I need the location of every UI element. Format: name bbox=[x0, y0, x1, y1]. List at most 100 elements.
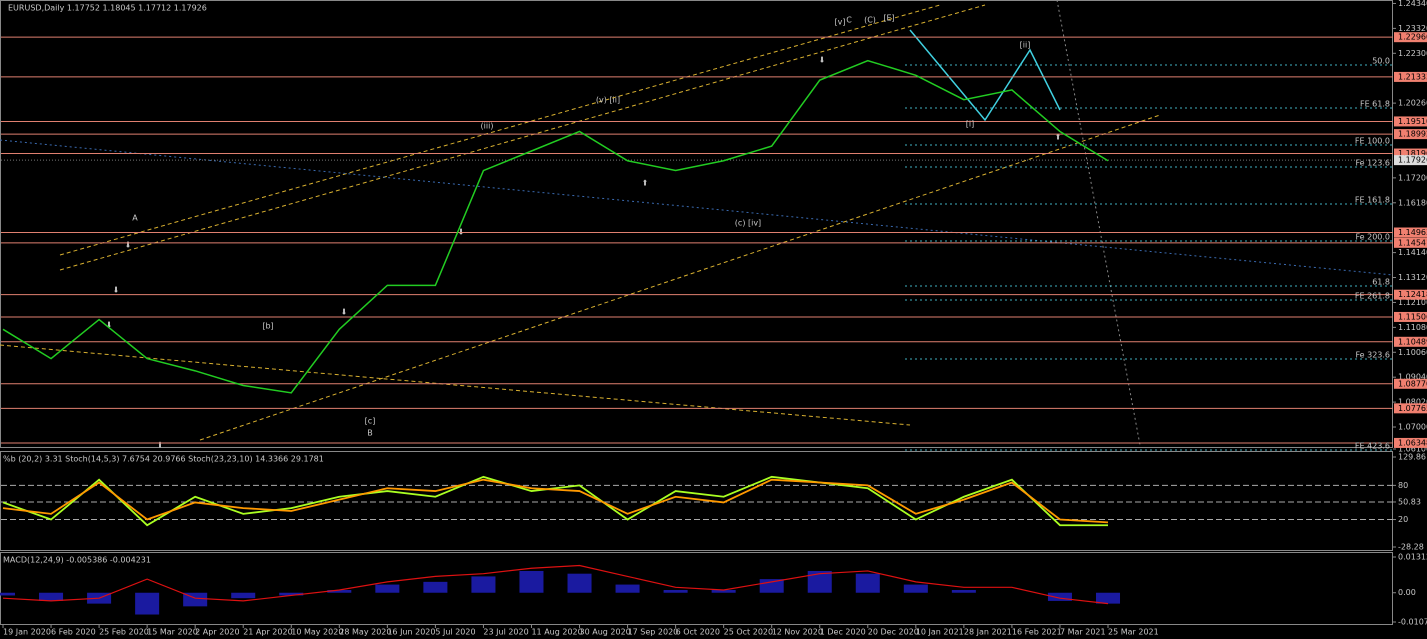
x-tick-label: 16 Jun 2020 bbox=[387, 628, 435, 637]
sell-arrow: ⬇ bbox=[106, 321, 113, 330]
macd-bar bbox=[1047, 592, 1072, 601]
fib-label: Fe 200.0 bbox=[1355, 233, 1390, 242]
level-tag bbox=[1394, 403, 1427, 414]
level-label: 1.14963 bbox=[1398, 228, 1427, 237]
x-tick-label: 20 Dec 2020 bbox=[868, 628, 919, 637]
wave-label: (v) [ii] bbox=[596, 96, 620, 105]
level-label: 1.10489 bbox=[1398, 337, 1427, 346]
macd-bar bbox=[39, 592, 64, 601]
buy-arrow: ⬆ bbox=[642, 179, 649, 188]
y-tick-label: 1.08020 bbox=[1398, 398, 1427, 407]
fib-label: FE 61.8 bbox=[1360, 100, 1390, 109]
level-label: 1.21333 bbox=[1398, 72, 1427, 81]
x-tick-label: 25 Oct 2020 bbox=[724, 628, 773, 637]
x-tick-label: 6 Oct 2020 bbox=[676, 628, 720, 637]
y-tick-label: 1.22300 bbox=[1398, 49, 1427, 58]
stoch-header: %b (20,2) 3.31 Stoch(14,5,3) 7.6754 20.9… bbox=[3, 455, 324, 464]
macd-bar bbox=[0, 592, 16, 596]
y-tick-label: -0.010749 bbox=[1398, 618, 1427, 627]
macd-signal bbox=[2, 564, 1109, 605]
y-tick-label: 1.23320 bbox=[1398, 24, 1427, 33]
wave-label: [E] bbox=[883, 14, 894, 23]
macd-bar bbox=[1095, 592, 1121, 604]
fib-label: Fe 323.6 bbox=[1355, 351, 1390, 360]
macd-bar bbox=[615, 584, 640, 593]
macd-bar bbox=[423, 581, 448, 593]
level-tag bbox=[1394, 336, 1427, 347]
macd-bar bbox=[519, 570, 544, 593]
channel-line bbox=[59, 4, 986, 271]
y-tick-label: 50.83 bbox=[1398, 497, 1421, 506]
wave-line bbox=[909, 29, 1061, 122]
level-tag bbox=[1394, 148, 1427, 159]
fib-label: FE 100.0 bbox=[1355, 137, 1390, 146]
macd-bar bbox=[135, 592, 160, 615]
macd-panel bbox=[0, 552, 1393, 625]
channel-line bbox=[0, 344, 911, 426]
arrows: ⬇ ⬇ ⬇ ⬇ ⬇ ⬇ ⬆ ⬆ ⬆ bbox=[106, 56, 1062, 450]
wave-label: [ii] bbox=[1020, 41, 1031, 50]
level-label: 1.07765 bbox=[1398, 404, 1427, 413]
sell-arrow: ⬇ bbox=[458, 228, 465, 237]
level-tag bbox=[1394, 289, 1427, 300]
macd-bar bbox=[759, 579, 784, 593]
level-label: 1.12418 bbox=[1398, 290, 1427, 299]
sell-arrow: ⬇ bbox=[113, 286, 120, 295]
y-tick-label: 1.10060 bbox=[1398, 348, 1427, 357]
sell-arrow: ⬇ bbox=[819, 56, 826, 65]
y-tick-label: 1.24340 bbox=[1398, 0, 1427, 8]
y-tick-label: 1.06100 bbox=[1398, 445, 1427, 454]
x-tick-label: 25 Mar 2021 bbox=[1108, 628, 1159, 637]
wave-label: A bbox=[132, 214, 138, 223]
y-tick-label: 1.12100 bbox=[1398, 298, 1427, 307]
x-tick-label: 12 Nov 2020 bbox=[772, 628, 823, 637]
fib-label: Fe 123.6 bbox=[1355, 159, 1390, 168]
stoch-panel bbox=[0, 451, 1393, 551]
macd-bar bbox=[903, 584, 928, 593]
level-tag bbox=[1394, 237, 1427, 248]
price-line bbox=[2, 59, 1109, 394]
macd-bar bbox=[279, 592, 304, 596]
x-tick-label: 15 Mar 2020 bbox=[147, 628, 198, 637]
time-line bbox=[1056, 0, 1141, 446]
wave-label: (c) [iv] bbox=[735, 219, 761, 228]
fib-label: FE 261.8 bbox=[1355, 292, 1390, 301]
y-tick-label: 1.11080 bbox=[1398, 323, 1427, 332]
fib-label: 50.0 bbox=[1372, 57, 1390, 66]
y-tick-label: 1.17200 bbox=[1398, 173, 1427, 182]
macd-header: MACD(12,24,9) -0.005386 -0.004231 bbox=[3, 556, 151, 565]
macd-bar bbox=[375, 584, 400, 593]
wave-label: B bbox=[367, 429, 373, 438]
fib-label: FE 423.6 bbox=[1355, 442, 1390, 451]
x-tick-label: 1 Dec 2020 bbox=[820, 628, 866, 637]
current-label: 1.17926 bbox=[1398, 156, 1427, 165]
y-tick-label: 0.013129 bbox=[1398, 553, 1427, 562]
x-tick-label: 6 Feb 2020 bbox=[51, 628, 96, 637]
level-tag bbox=[1394, 311, 1427, 322]
y-tick-label: -28.28 bbox=[1398, 543, 1424, 552]
level-tag bbox=[1394, 437, 1427, 448]
level-tag bbox=[1394, 32, 1427, 43]
trend-lines bbox=[0, 0, 1394, 446]
fib-label: 61.8 bbox=[1372, 278, 1390, 287]
wave-label: [b] bbox=[262, 322, 273, 331]
y-tick-label: 1.07000 bbox=[1398, 423, 1427, 432]
x-tick-label: 17 Sep 2020 bbox=[628, 628, 679, 637]
channel-line bbox=[59, 4, 941, 256]
x-tick-label: 11 Aug 2020 bbox=[531, 628, 582, 637]
level-tag bbox=[1394, 129, 1427, 140]
x-tick-label: 2 Apr 2020 bbox=[195, 628, 239, 637]
x-tick-label: 28 May 2020 bbox=[339, 628, 391, 637]
wave-label: C bbox=[846, 16, 852, 25]
buy-arrow: ⬆ bbox=[157, 441, 164, 450]
macd-bar bbox=[327, 590, 352, 593]
sell-arrow: ⬇ bbox=[341, 308, 348, 317]
x-tick-label: 21 Apr 2020 bbox=[243, 628, 292, 637]
macd-bar bbox=[951, 590, 976, 593]
wave-label: (iii) bbox=[481, 122, 494, 131]
x-tick-label: 10 May 2020 bbox=[291, 628, 343, 637]
macd-bar bbox=[711, 590, 736, 593]
y-tick-label: 1.13120 bbox=[1398, 273, 1427, 282]
macd-bar bbox=[855, 573, 880, 593]
